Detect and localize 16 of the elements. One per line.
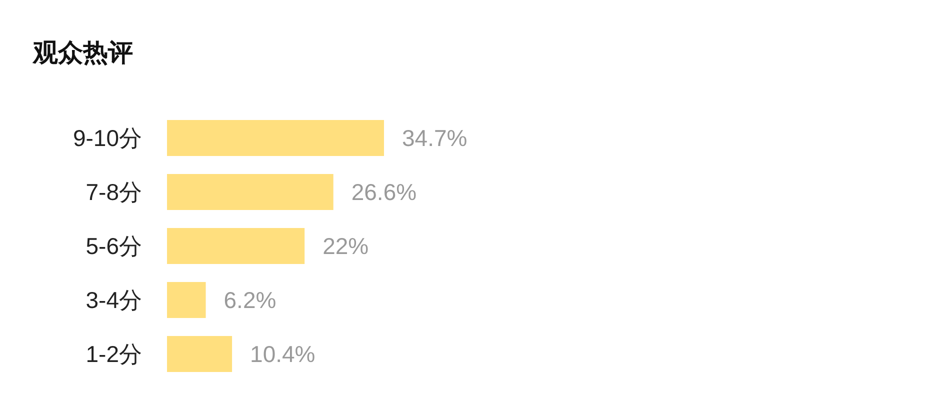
data-label: 22% — [322, 233, 369, 259]
chart-title: 观众热评 — [32, 39, 133, 67]
bar — [167, 174, 334, 210]
data-label: 10.4% — [250, 341, 316, 367]
data-label: 26.6% — [351, 179, 417, 205]
y-tick-label: 9-10分 — [72, 125, 142, 151]
data-label: 6.2% — [224, 287, 276, 313]
y-tick-label: 1-2分 — [86, 341, 142, 367]
data-label: 34.7% — [402, 125, 468, 151]
y-tick-label: 5-6分 — [86, 233, 142, 259]
bar — [167, 282, 206, 318]
bar — [167, 228, 305, 264]
y-tick-label: 3-4分 — [86, 287, 142, 313]
bar — [167, 120, 384, 156]
bar — [167, 336, 232, 372]
y-tick-label: 7-8分 — [86, 179, 142, 205]
